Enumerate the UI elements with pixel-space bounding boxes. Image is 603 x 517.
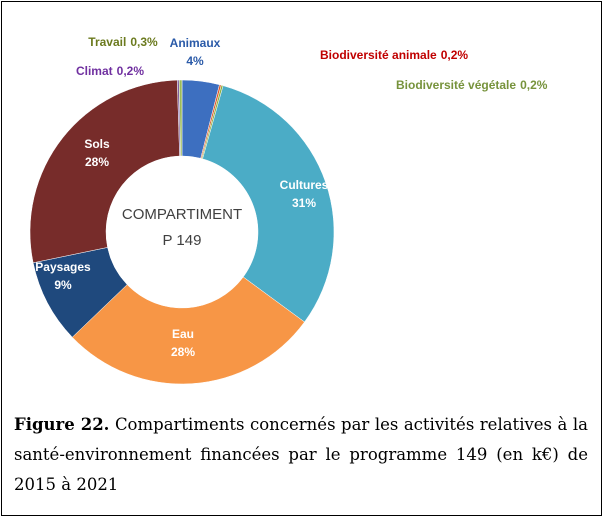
caption: Figure 22. Compartiments concernés par l… [14, 410, 588, 500]
caption-label: Figure 22. [14, 415, 110, 434]
category-label: Cultures [280, 178, 329, 192]
donut-segment [178, 79, 183, 157]
value-label: 28% [171, 345, 195, 359]
value-label: 0,2% [117, 64, 145, 78]
category-label: Travail [88, 35, 126, 49]
value-label: 31% [292, 196, 316, 210]
segment-label: Travail 0,3% [88, 35, 158, 49]
value-label: 28% [85, 155, 109, 169]
value-label: 9% [54, 278, 72, 292]
segment-label: Climat 0,2% [76, 64, 144, 78]
category-label: Paysages [35, 260, 91, 274]
value-label: 4% [186, 54, 204, 68]
category-label: Biodiversité animale [320, 48, 437, 62]
segment-label: Biodiversité animale 0,2% [320, 48, 468, 62]
caption-text: Compartiments concernés par les activité… [14, 415, 588, 494]
category-label: Eau [172, 327, 194, 341]
chart: COMPARTIMENT P 149 Animaux 4% Biodiversité… [29, 35, 548, 385]
category-label: Animaux [170, 36, 221, 50]
donut-segment [29, 79, 180, 264]
category-label: Biodiversité végétale [396, 78, 516, 92]
donut-segment [202, 85, 335, 323]
value-label: 0,3% [130, 35, 158, 49]
category-label: Climat [76, 64, 113, 78]
segment-label: Biodiversité végétale 0,2% [396, 78, 548, 92]
center-label: P 149 [163, 232, 202, 249]
category-label: Sols [84, 137, 110, 151]
value-label: 0,2% [520, 78, 548, 92]
donut-segment [71, 276, 305, 385]
center-label: COMPARTIMENT [122, 206, 242, 223]
value-label: 0,2% [441, 48, 469, 62]
